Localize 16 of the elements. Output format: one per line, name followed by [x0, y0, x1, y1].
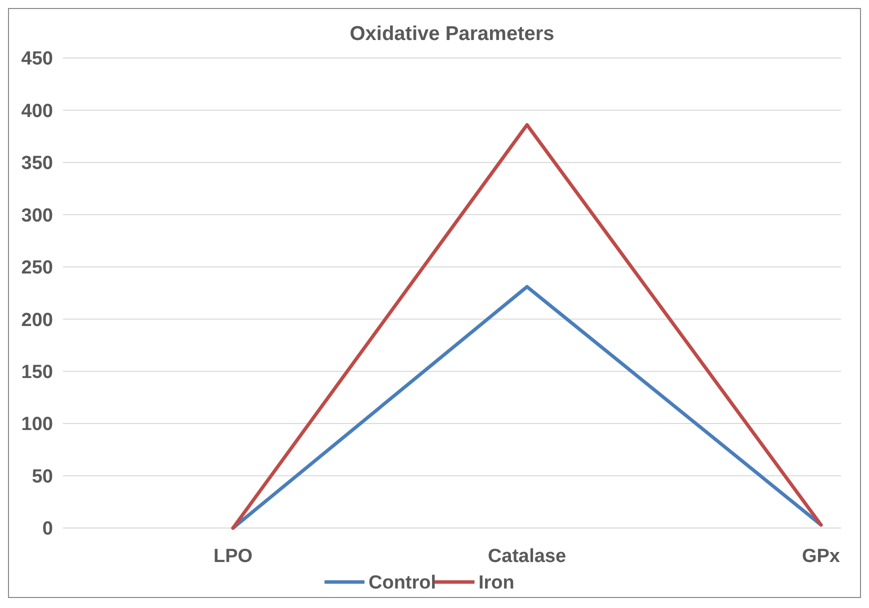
- x-tick-label: Catalase: [488, 546, 566, 567]
- y-tick-label: 250: [21, 258, 53, 279]
- y-tick-label: 150: [21, 362, 53, 383]
- legend-label: Iron: [478, 572, 514, 594]
- y-tick-label: 400: [21, 100, 53, 122]
- x-tick-label: LPO: [213, 546, 253, 567]
- y-tick-label: 350: [21, 153, 53, 174]
- chart-title: Oxidative Parameters: [350, 23, 554, 45]
- y-tick-label: 0: [42, 518, 53, 540]
- y-tick-label: 300: [21, 205, 53, 226]
- legend-label: Control: [368, 572, 436, 594]
- y-tick-label: 200: [21, 310, 53, 331]
- y-tick-label: 100: [21, 414, 53, 436]
- y-tick-label: 450: [21, 48, 53, 70]
- x-tick-label: GPx: [802, 546, 840, 567]
- y-tick-label: 50: [32, 466, 53, 488]
